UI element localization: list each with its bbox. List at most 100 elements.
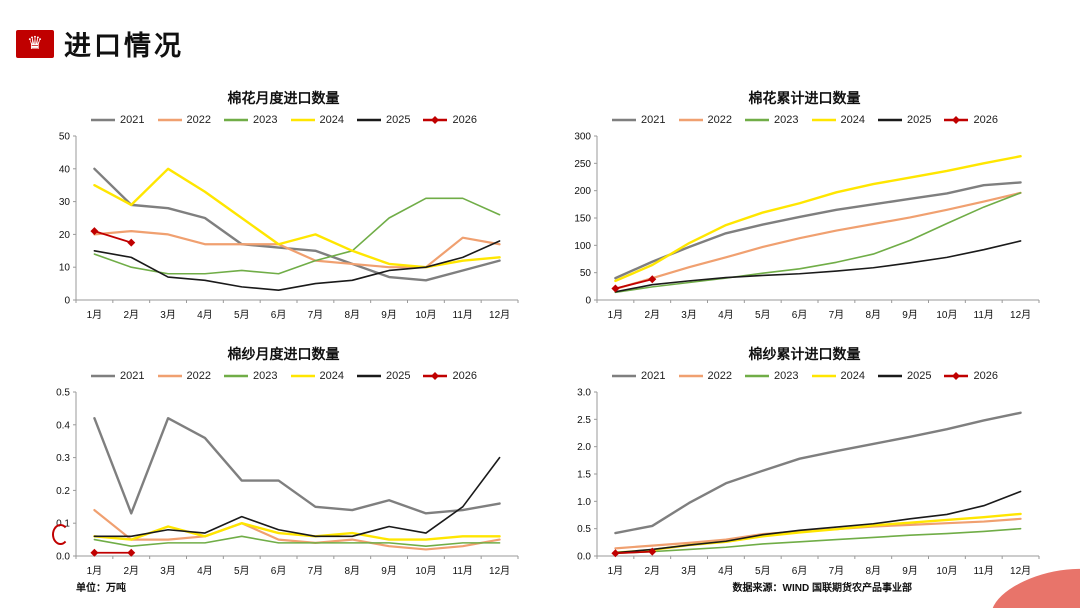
legend-label: 2023 [774, 370, 799, 382]
legend-line-sample [678, 374, 703, 378]
charts-grid: 棉花月度进口数量 2021 2022 2023 2024 2025 2026 0 10 20 3… [26, 80, 1062, 584]
legend-item-2025: 2025 [877, 114, 931, 126]
y-tick-label: 2.0 [577, 442, 591, 453]
x-tick-label: 9月 [381, 309, 397, 321]
chart-plot-area: 0 10 20 30 40 50 1月 2月 3月 4月 5月 6月 7月 8月 9月 10月 11月 12月 [34, 128, 534, 326]
x-tick-label: 7月 [307, 309, 323, 321]
x-tick-label: 8月 [344, 565, 360, 577]
legend-item-2026: 2026 [943, 114, 998, 126]
y-tick-label: 250 [574, 159, 591, 170]
series-marker-2026 [126, 238, 135, 247]
legend-line-sample [91, 374, 116, 378]
x-tick-label: 4月 [718, 565, 734, 577]
x-tick-label: 4月 [718, 309, 734, 321]
x-tick-label: 12月 [489, 309, 510, 321]
x-tick-label: 1月 [607, 309, 623, 321]
x-tick-label: 10月 [936, 565, 957, 577]
legend-item-2026: 2026 [422, 370, 477, 382]
series-line-2021 [613, 411, 1022, 535]
x-tick-label: 3月 [681, 565, 697, 577]
series-line-2024 [92, 521, 501, 541]
y-tick-label: 0.5 [56, 388, 70, 399]
x-tick-label: 6月 [791, 309, 807, 321]
legend-line-sample [877, 374, 902, 378]
legend-label: 2024 [319, 370, 344, 382]
x-tick-label: 1月 [607, 565, 623, 577]
legend-label: 2023 [774, 114, 799, 126]
chart-legend: 2021 2022 2023 2024 2025 2026 [90, 370, 477, 382]
legend-label: 2025 [385, 114, 411, 126]
legend-line-sample [224, 118, 249, 122]
legend-label: 2021 [120, 370, 145, 382]
legend-item-2022: 2022 [678, 114, 732, 126]
legend-label: 2022 [707, 114, 733, 126]
legend-line-sample [423, 116, 448, 124]
x-tick-label: 7月 [828, 565, 844, 577]
y-tick-label: 2.5 [577, 415, 591, 426]
chart-legend: 2021 2022 2023 2024 2025 2026 [90, 114, 477, 126]
legend-label: 2024 [840, 370, 865, 382]
y-tick-label: 30 [58, 197, 70, 208]
series-line-2021 [613, 181, 1022, 280]
x-tick-label: 5月 [233, 309, 249, 321]
chart-panel-yarn-monthly: 棉纱月度进口数量 2021 2022 2023 2024 2025 2026 0.0 0.1… [26, 336, 541, 584]
legend-item-2023: 2023 [223, 370, 278, 382]
x-tick-label: 12月 [489, 565, 510, 577]
legend-label: 2021 [120, 114, 145, 126]
legend-line-sample [811, 374, 836, 378]
legend-item-2021: 2021 [611, 370, 666, 382]
chart-svg: 0.0 0.5 1.0 1.5 2.0 2.5 3.0 1月 2月 3月 4月 5月 6月 7月 8月 9月 1… [577, 388, 1039, 577]
legend-label: 2023 [253, 114, 278, 126]
legend-line-sample [157, 118, 182, 122]
y-tick-label: 1.0 [577, 497, 591, 508]
x-tick-label: 5月 [754, 565, 770, 577]
chart-plot-area: 0.0 0.1 0.2 0.3 0.4 0.5 1月 2月 3月 4月 5月 6月 7月 8月 9月 10月 1… [34, 384, 534, 582]
legend-line-sample [157, 374, 182, 378]
legend-line-sample [356, 118, 381, 122]
legend-item-2026: 2026 [422, 114, 477, 126]
x-tick-label: 3月 [160, 565, 176, 577]
series-marker-2026 [647, 547, 656, 556]
series-marker-2026 [610, 284, 619, 293]
series-line-2023 [93, 197, 500, 275]
x-tick-label: 9月 [902, 309, 918, 321]
chart-panel-cotton-monthly: 棉花月度进口数量 2021 2022 2023 2024 2025 2026 0 10 20 3… [26, 80, 541, 328]
legend-label: 2022 [707, 370, 733, 382]
x-tick-label: 10月 [415, 309, 436, 321]
crown-icon: ♛ [16, 29, 54, 58]
x-tick-label: 12月 [1010, 565, 1031, 577]
legend-line-sample [877, 118, 902, 122]
y-tick-label: 0 [585, 296, 591, 307]
series-line-2022 [613, 191, 1022, 291]
chart-plot-area: 0.0 0.5 1.0 1.5 2.0 2.5 3.0 1月 2月 3月 4月 5月 6月 7月 8月 9月 1… [555, 384, 1055, 582]
legend-line-sample [612, 374, 637, 378]
x-tick-label: 3月 [160, 309, 176, 321]
chart-legend: 2021 2022 2023 2024 2025 2026 [611, 114, 998, 126]
legend-item-2024: 2024 [290, 370, 344, 382]
series-line-2025 [93, 456, 500, 538]
x-tick-label: 1月 [86, 309, 102, 321]
legend-label: 2022 [186, 114, 212, 126]
chart-svg: 0 50 100 150 200 250 300 1月 2月 3月 4月 5月 6月 7月 8月 9月 10月 1… [574, 132, 1039, 321]
legend-line-sample [678, 118, 703, 122]
chart-title: 棉纱累计进口数量 [748, 346, 861, 362]
legend-item-2021: 2021 [611, 114, 666, 126]
chart-panel-cotton-cumulative: 棉花累计进口数量 2021 2022 2023 2024 2025 2026 0 50 100… [547, 80, 1062, 328]
y-tick-label: 0 [64, 296, 70, 307]
x-tick-label: 9月 [902, 565, 918, 577]
legend-label: 2022 [186, 370, 212, 382]
chart-panel-yarn-cumulative: 棉纱累计进口数量 2021 2022 2023 2024 2025 2026 0.0 0.5… [547, 336, 1062, 584]
legend-label: 2024 [840, 114, 865, 126]
y-tick-label: 150 [574, 214, 591, 225]
series-line-2023 [614, 192, 1021, 294]
y-tick-label: 50 [579, 268, 591, 279]
legend-item-2022: 2022 [157, 114, 211, 126]
x-tick-label: 8月 [865, 565, 881, 577]
legend-label: 2025 [906, 370, 932, 382]
x-tick-label: 9月 [381, 565, 397, 577]
y-tick-label: 40 [58, 164, 70, 175]
series-line-2026 [93, 230, 132, 244]
x-tick-label: 2月 [123, 565, 139, 577]
legend-line-sample [356, 374, 381, 378]
